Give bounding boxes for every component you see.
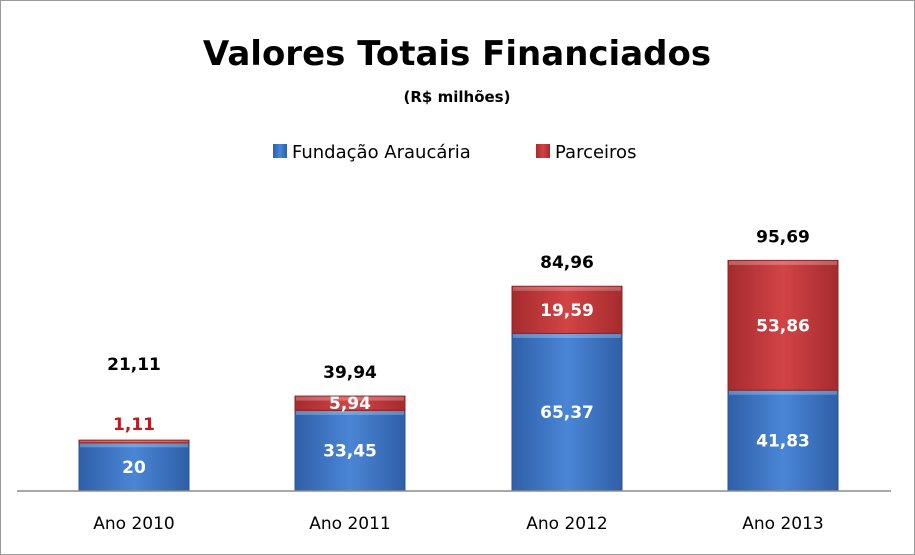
- data-label-parceiros-ano-2012: 19,59: [540, 301, 594, 321]
- x-tick-label-ano-2013: Ano 2013: [742, 514, 823, 534]
- bar-fundacao-ano-2012: [511, 332, 623, 492]
- labels-layer: 20 1,11 21,11 Ano 2010 33,45 5,94 39,94 Ano 201…: [93, 227, 823, 534]
- data-label-fundacao-ano-2012: 65,37: [540, 403, 594, 423]
- legend-swatch-fundacao: [273, 144, 287, 158]
- bar-parceiros-ano-2010: [78, 439, 190, 444]
- bar-fundacao-ano-2012-sheen: [513, 333, 621, 338]
- data-label-fundacao-ano-2013: 41,83: [756, 432, 810, 452]
- total-label-ano-2011: 39,94: [323, 363, 377, 383]
- data-label-fundacao-ano-2011: 33,45: [323, 442, 377, 462]
- bar-parceiros-ano-2012: [511, 285, 623, 334]
- bars-layer: [78, 259, 839, 492]
- legend-label-fundacao: Fundação Araucária: [292, 142, 471, 163]
- data-label-fundacao-ano-2010: 20: [122, 458, 146, 478]
- legend-swatch-parceiros: [536, 144, 550, 158]
- bar-parceiros-ano-2012-sheen: [513, 286, 621, 291]
- x-tick-label-ano-2012: Ano 2012: [526, 514, 607, 534]
- x-tick-label-ano-2011: Ano 2011: [309, 514, 390, 534]
- total-label-ano-2013: 95,69: [756, 227, 810, 247]
- total-label-ano-2010: 21,11: [107, 355, 161, 375]
- data-label-parceiros-ano-2011: 5,94: [329, 394, 371, 414]
- bar-parceiros-ano-2011-sheen: [296, 396, 404, 401]
- bar-parceiros-ano-2013-sheen: [729, 260, 837, 265]
- bar-parceiros-ano-2011: [294, 395, 406, 411]
- data-label-parceiros-ano-2010: 1,11: [113, 415, 155, 435]
- bar-parceiros-ano-2010-sheen: [80, 440, 188, 443]
- chart-title: Valores Totais Financiados: [203, 34, 711, 74]
- data-label-parceiros-ano-2013: 53,86: [756, 316, 810, 336]
- legend-label-parceiros: Parceiros: [555, 142, 636, 163]
- bar-fundacao-ano-2013-sheen: [729, 390, 837, 395]
- x-tick-label-ano-2010: Ano 2010: [93, 514, 174, 534]
- legend: Fundação Araucária Parceiros: [273, 142, 636, 163]
- bar-fundacao-ano-2010: [78, 442, 190, 492]
- bar-parceiros-ano-2013: [727, 259, 839, 391]
- total-label-ano-2012: 84,96: [540, 253, 594, 273]
- chart-subtitle: (R$ milhões): [404, 88, 511, 106]
- bar-fundacao-ano-2011-sheen: [296, 410, 404, 415]
- bar-fundacao-ano-2013: [727, 389, 839, 492]
- bar-fundacao-ano-2010-sheen: [80, 443, 188, 448]
